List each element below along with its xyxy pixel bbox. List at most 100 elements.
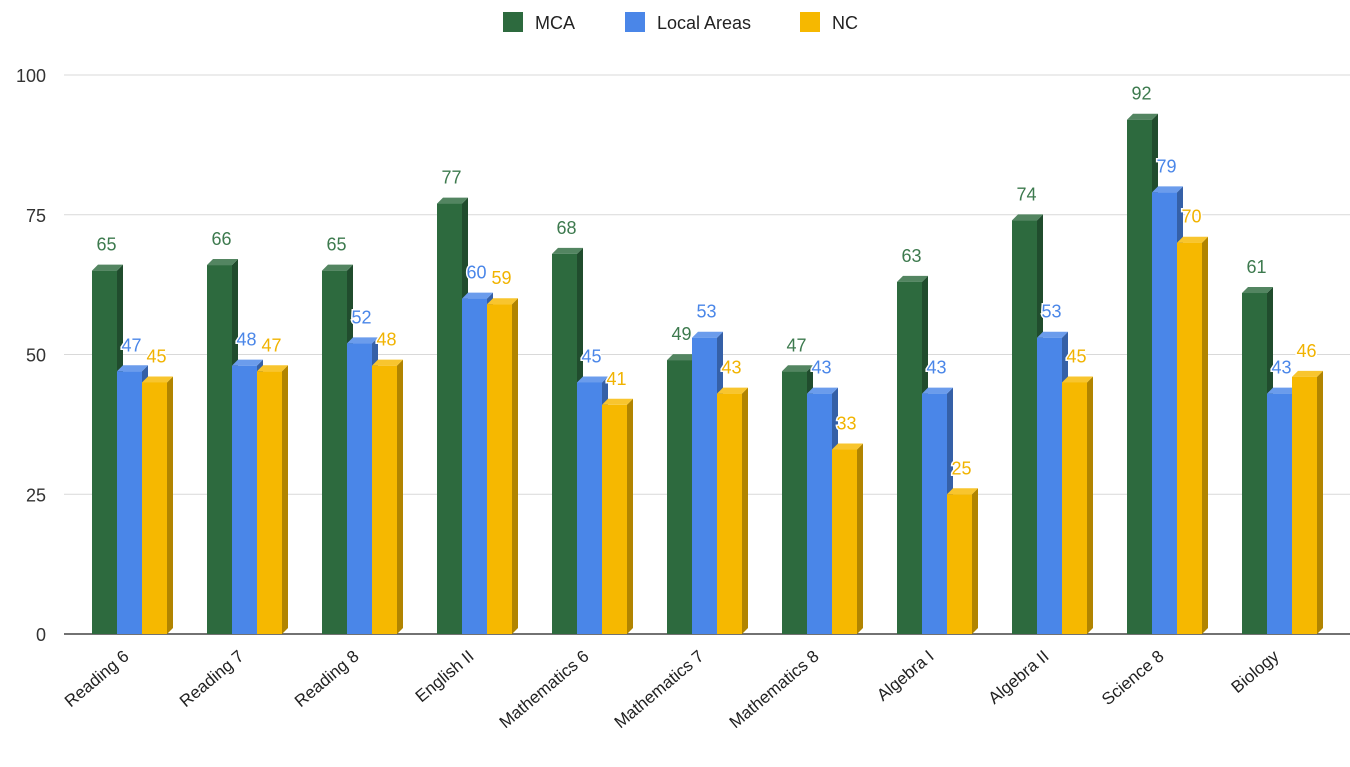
legend-swatch	[503, 12, 523, 32]
bar-top	[897, 275, 928, 282]
bar-top	[602, 398, 633, 405]
data-label: 63	[901, 246, 921, 266]
bar-front	[462, 298, 487, 634]
data-label: 68	[556, 218, 576, 238]
bar-front	[897, 281, 922, 634]
bar-front	[1267, 393, 1292, 634]
bar-top	[1152, 186, 1183, 193]
bar-top	[922, 387, 953, 394]
bar-side	[397, 359, 403, 634]
x-tick-label: Mathematics 8	[726, 647, 823, 733]
x-tick-label: Algebra II	[985, 647, 1053, 708]
bar-front	[92, 270, 117, 634]
bar-side	[167, 376, 173, 634]
bar-nc	[717, 387, 748, 634]
bar-group	[1012, 214, 1093, 634]
bar-side	[282, 365, 288, 634]
bar-nc	[1062, 376, 1093, 634]
bar-front	[1152, 192, 1177, 634]
bar-front	[832, 449, 857, 634]
data-label: 77	[441, 168, 461, 188]
data-label: 47	[261, 335, 281, 355]
bar-side	[1087, 376, 1093, 634]
bar-group	[552, 247, 633, 634]
x-tick-label: English II	[412, 647, 478, 707]
bar-top	[832, 443, 863, 450]
y-tick-label: 100	[16, 66, 46, 86]
bar-nc	[142, 376, 173, 634]
data-label: 66	[211, 229, 231, 249]
legend-label: Local Areas	[657, 13, 751, 33]
bar-front	[487, 304, 512, 634]
bar-top	[347, 337, 378, 344]
data-label: 33	[836, 414, 856, 434]
bar-top	[1062, 376, 1093, 383]
bar-front	[257, 371, 282, 634]
bar-front	[1127, 119, 1152, 635]
data-label: 60	[466, 263, 486, 283]
bar-mca	[207, 259, 238, 634]
legend-item-nc: NC	[800, 12, 858, 33]
data-label: 46	[1296, 341, 1316, 361]
data-label: 43	[926, 358, 946, 378]
bar-front	[717, 393, 742, 634]
x-tick-label: Reading 6	[61, 647, 133, 711]
bar-front	[602, 404, 627, 634]
y-tick-label: 50	[26, 346, 46, 366]
bar-top	[1292, 370, 1323, 377]
y-tick-label: 0	[36, 625, 46, 645]
bar-side	[972, 488, 978, 634]
bar-front	[692, 337, 717, 634]
bar-top	[1127, 113, 1158, 120]
x-tick-label: Algebra I	[873, 647, 937, 705]
data-label: 65	[326, 235, 346, 255]
bar-nc	[1177, 236, 1208, 634]
x-tick-label: Mathematics 6	[496, 647, 593, 733]
x-tick-label: Reading 7	[176, 647, 248, 711]
bar-front	[1012, 220, 1037, 634]
data-label: 53	[696, 302, 716, 322]
x-tick-label: Biology	[1228, 646, 1283, 697]
legend-item-mca: MCA	[503, 12, 575, 33]
bar-side	[742, 387, 748, 634]
bar-front	[232, 365, 257, 634]
bar-front	[667, 360, 692, 634]
bar-top	[117, 365, 148, 372]
bar-nc	[372, 359, 403, 634]
data-label: 43	[811, 358, 831, 378]
bar-top	[1242, 287, 1273, 294]
bar-side	[627, 398, 633, 634]
x-tick-label: Mathematics 7	[611, 647, 708, 733]
bar-top	[372, 359, 403, 366]
bar-front	[1037, 337, 1062, 634]
bar-top	[257, 365, 288, 372]
bar-top	[92, 264, 123, 271]
bar-top	[577, 376, 608, 383]
bar-group	[207, 259, 288, 634]
bar-top	[692, 331, 723, 338]
bar-top	[322, 264, 353, 271]
bar-top	[1037, 331, 1068, 338]
bar-group	[92, 264, 173, 634]
data-label: 43	[1271, 358, 1291, 378]
bar-front	[372, 365, 397, 634]
bar-nc	[1292, 370, 1323, 634]
bar-nc	[257, 365, 288, 634]
bar-front	[807, 393, 832, 634]
x-axis: Reading 6 Reading 7 Reading 8 English II Mat…	[61, 646, 1283, 732]
bar-group	[437, 197, 518, 634]
bars	[92, 113, 1323, 635]
data-label: 65	[96, 235, 116, 255]
bar-nc	[487, 298, 518, 634]
data-label: 45	[1066, 346, 1086, 366]
bar-top	[552, 247, 583, 254]
data-label: 47	[786, 335, 806, 355]
bar-top	[782, 365, 813, 372]
bar-front	[1242, 293, 1267, 634]
bar-top	[437, 197, 468, 204]
bar-side	[1202, 236, 1208, 634]
bar-top	[807, 387, 838, 394]
x-tick-label: Science 8	[1098, 647, 1167, 710]
bar-front	[437, 203, 462, 634]
